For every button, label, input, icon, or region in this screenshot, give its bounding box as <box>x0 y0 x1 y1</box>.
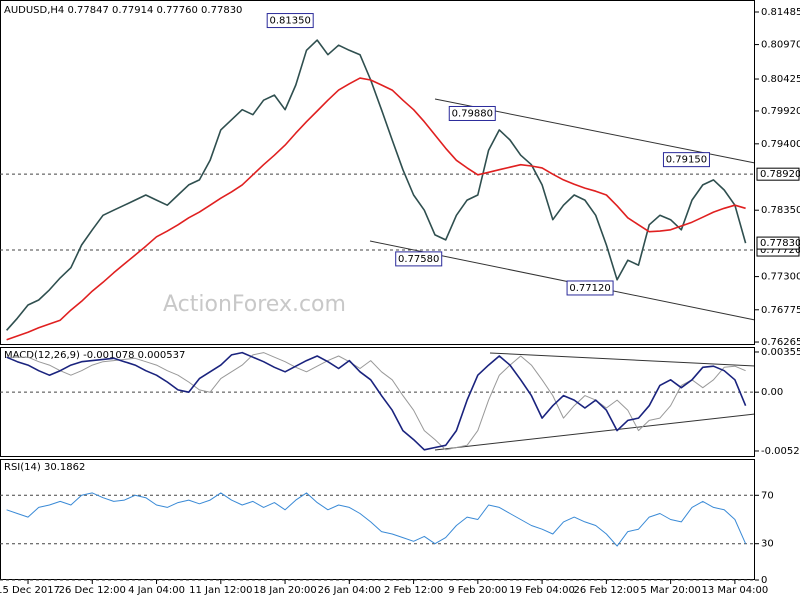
x-tick-label: 9 Feb 20:00 <box>448 585 507 596</box>
x-tick-label: 4 Jan 04:00 <box>128 585 185 596</box>
price-title: AUDUSD,H4 0.77847 0.77914 0.77760 0.7783… <box>4 5 242 16</box>
series-line <box>6 77 746 341</box>
rsi-panel <box>0 459 755 580</box>
y-tick-label: 0.80970 <box>761 40 800 51</box>
y-tick-label: 0.77300 <box>761 272 800 283</box>
series-line <box>6 39 747 331</box>
x-tick-label: 11 Jan 12:00 <box>189 585 252 596</box>
macd-panel <box>0 347 755 457</box>
y-tick-label: 0.79920 <box>761 106 800 117</box>
annotation-label: 0.77580 <box>398 254 439 265</box>
trend-line <box>434 413 756 451</box>
y-tick-label: 0.003559 <box>761 347 800 358</box>
annotation-label: 0.77120 <box>569 283 610 294</box>
y-tick-label: 30 <box>761 539 774 550</box>
rsi-title: RSI(14) 30.1862 <box>4 462 85 473</box>
y-tick-label: 0.00 <box>761 387 783 398</box>
level-label: 0.78920 <box>760 169 800 180</box>
x-tick-label: 2 Feb 12:00 <box>384 585 443 596</box>
x-tick-label: 26 Dec 12:00 <box>59 585 126 596</box>
x-tick-label: 19 Feb 04:00 <box>509 585 575 596</box>
annotation-label: 0.79880 <box>452 108 493 119</box>
series-line <box>6 352 746 451</box>
x-tick-label: 13 Mar 04:00 <box>701 585 768 596</box>
x-tick-label: 26 Jan 04:00 <box>318 585 381 596</box>
x-tick-label: 5 Mar 20:00 <box>640 585 700 596</box>
y-tick-label: 70 <box>761 490 774 501</box>
series-line <box>6 492 747 547</box>
y-tick-label: 0.79400 <box>761 139 800 150</box>
y-tick-label: 0.80425 <box>761 74 800 85</box>
annotation-label: 0.81350 <box>270 16 311 27</box>
annotation-box <box>266 13 314 29</box>
annotation-box <box>662 152 710 168</box>
price-panel <box>0 0 755 345</box>
y-tick-label: 0.76265 <box>761 337 800 348</box>
annotation-box <box>395 251 443 267</box>
last-price-label: 0.77830 <box>760 238 800 249</box>
annotation-box <box>448 105 496 121</box>
y-tick-label: 0.76775 <box>761 305 800 316</box>
level-box <box>756 167 800 181</box>
x-tick-label: 26 Feb 12:00 <box>574 585 640 596</box>
y-tick-label: 0 <box>761 575 767 586</box>
x-tick-label: 15 Dec 2017 <box>0 585 60 596</box>
macd-title: MACD(12,26,9) -0.001078 0.000537 <box>4 350 185 361</box>
y-tick-label: -0.005207 <box>761 446 800 457</box>
x-tick-label: 18 Jan 20:00 <box>253 585 316 596</box>
watermark: ActionForex.com <box>163 292 346 317</box>
level-label: 0.77720 <box>760 245 800 256</box>
y-tick-label: 0.78350 <box>761 205 800 216</box>
annotation-label: 0.79150 <box>666 155 707 166</box>
y-tick-label: 0.81485 <box>761 7 800 18</box>
series-line <box>6 351 747 451</box>
trend-line <box>489 352 756 367</box>
annotation-box <box>566 280 614 296</box>
last-price-box <box>756 236 800 250</box>
